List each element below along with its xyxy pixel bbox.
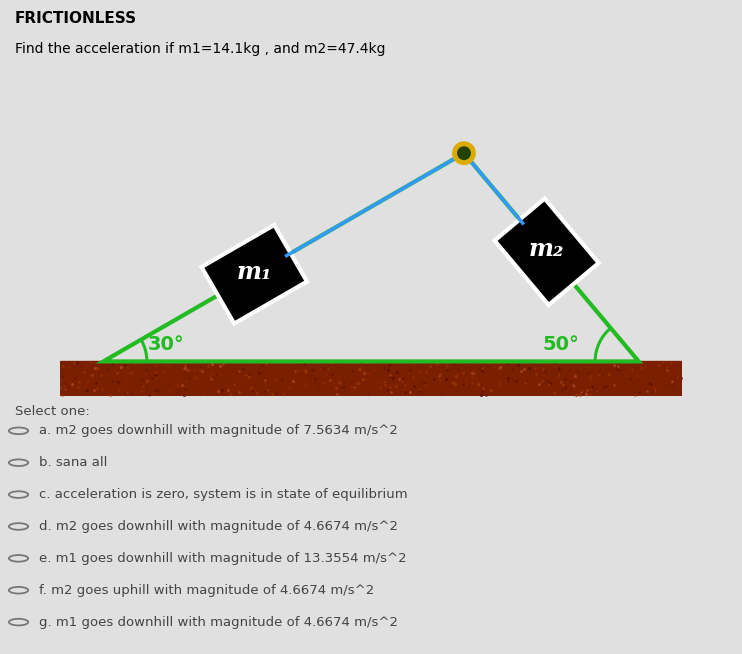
Text: Select one:: Select one:: [15, 405, 90, 419]
Circle shape: [458, 147, 470, 160]
Circle shape: [453, 142, 475, 164]
Text: f. m2 goes uphill with magnitude of 4.6674 m/s^2: f. m2 goes uphill with magnitude of 4.66…: [39, 584, 375, 596]
Polygon shape: [202, 225, 307, 324]
Text: c. acceleration is zero, system is in state of equilibrium: c. acceleration is zero, system is in st…: [39, 488, 408, 501]
Text: d. m2 goes downhill with magnitude of 4.6674 m/s^2: d. m2 goes downhill with magnitude of 4.…: [39, 520, 398, 533]
Text: FRICTIONLESS: FRICTIONLESS: [15, 11, 137, 26]
Text: a. m2 goes downhill with magnitude of 7.5634 m/s^2: a. m2 goes downhill with magnitude of 7.…: [39, 424, 398, 438]
Text: m₂: m₂: [529, 237, 565, 261]
Text: 30°: 30°: [148, 336, 185, 354]
Bar: [59, 362, 683, 396]
Text: e. m1 goes downhill with magnitude of 13.3554 m/s^2: e. m1 goes downhill with magnitude of 13…: [39, 552, 407, 565]
Polygon shape: [495, 199, 599, 305]
Text: 50°: 50°: [542, 336, 579, 354]
Text: Find the acceleration if m1=14.1kg , and m2=47.4kg: Find the acceleration if m1=14.1kg , and…: [15, 42, 385, 56]
Text: b. sana all: b. sana all: [39, 456, 108, 469]
Text: g. m1 goes downhill with magnitude of 4.6674 m/s^2: g. m1 goes downhill with magnitude of 4.…: [39, 615, 398, 628]
Text: m₁: m₁: [237, 260, 272, 284]
